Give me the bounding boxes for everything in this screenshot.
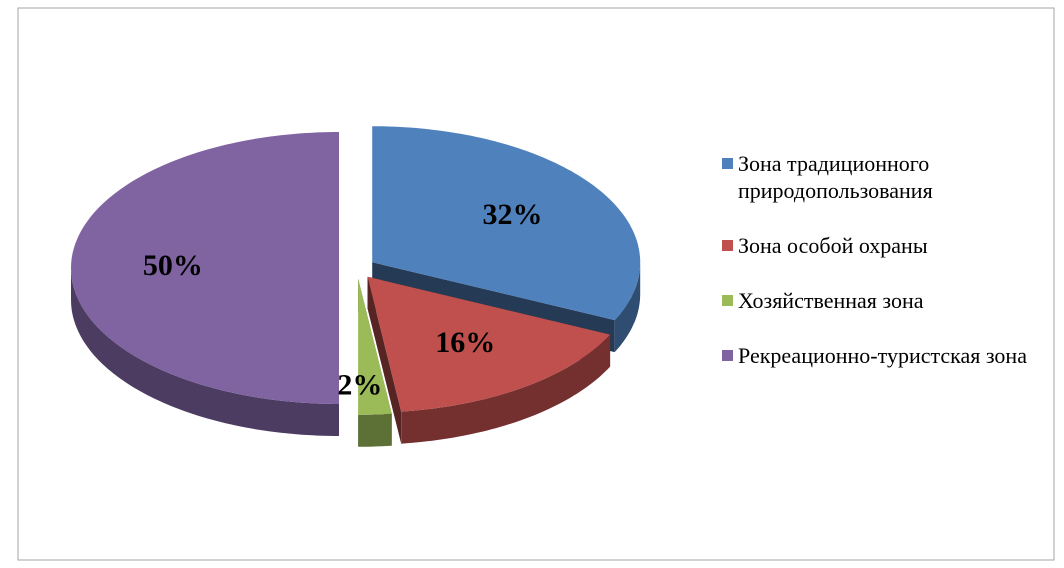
legend-item: Рекреационно-туристская зона: [722, 342, 1042, 369]
legend-swatch: [722, 158, 733, 169]
legend-item: Зона традиционного природопользования: [722, 150, 1042, 204]
value-labels: 32% 16% 2% 50%: [143, 198, 543, 402]
slice: [358, 278, 392, 415]
value-label: 32%: [482, 198, 542, 231]
slice: [71, 132, 339, 404]
slice-side: [358, 413, 392, 447]
slice-side: [401, 334, 611, 444]
slice-wall: [367, 276, 402, 444]
value-label: 16%: [435, 326, 495, 359]
slice-side: [71, 268, 339, 436]
legend-label: Зона традиционного природопользования: [738, 151, 933, 203]
legend-swatch: [722, 350, 733, 361]
legend-item: Хозяйственная зона: [722, 287, 1042, 314]
value-label: 50%: [143, 249, 203, 282]
legend-item: Зона особой охраны: [722, 232, 1042, 259]
legend: Зона традиционного природопользования Зон…: [722, 150, 1042, 397]
value-label: 2%: [337, 368, 382, 401]
legend-label: Рекреационно-туристская зона: [738, 343, 1027, 368]
slice-side: [614, 262, 641, 353]
slice: [372, 126, 641, 321]
legend-label: Хозяйственная зона: [738, 288, 924, 313]
legend-label: Зона особой охраны: [738, 233, 928, 258]
slice: [367, 276, 611, 412]
legend-swatch: [722, 240, 733, 251]
legend-swatch: [722, 295, 733, 306]
pie-tops: [71, 126, 641, 415]
